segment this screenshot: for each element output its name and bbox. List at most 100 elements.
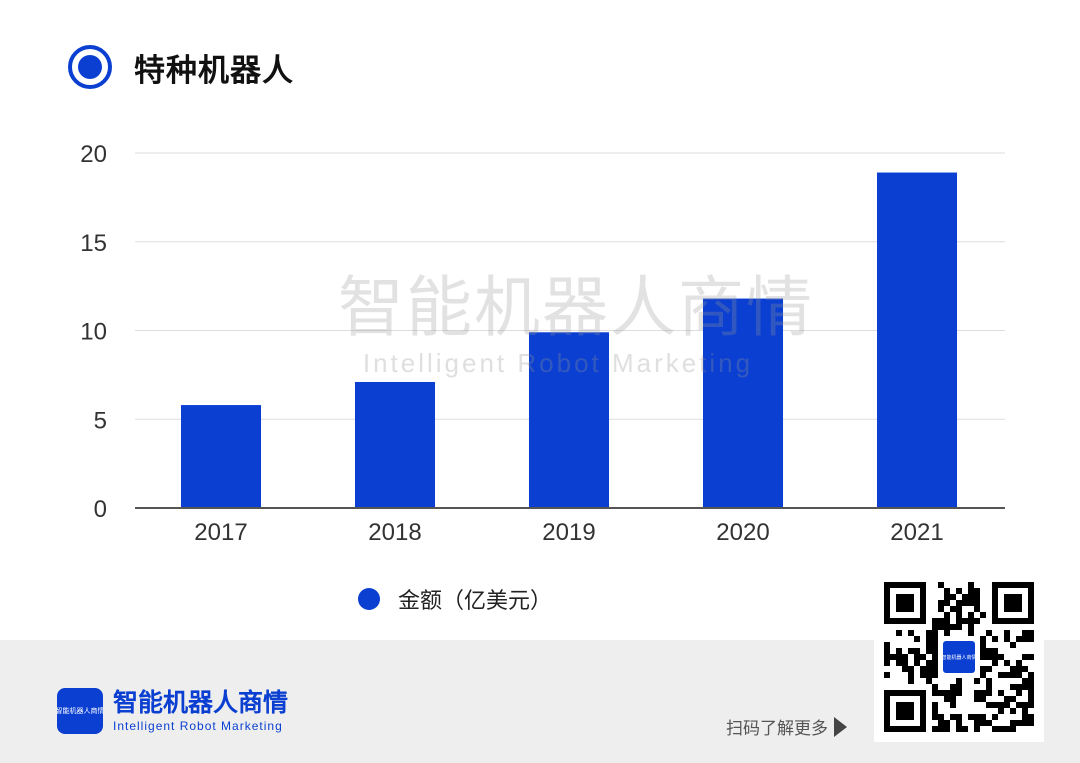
qr-module: [908, 672, 914, 678]
qr-module: [956, 720, 962, 726]
qr-module: [1016, 666, 1022, 672]
qr-module: [998, 702, 1004, 708]
qr-finder: [920, 582, 926, 624]
qr-module: [1028, 696, 1034, 702]
qr-module: [926, 672, 932, 678]
qr-module: [1004, 696, 1010, 702]
qr-module: [980, 690, 986, 696]
qr-module: [980, 666, 986, 672]
qr-module: [1028, 690, 1034, 696]
qr-module: [968, 624, 974, 630]
qr-module: [998, 726, 1004, 732]
bar: [180, 405, 262, 508]
qr-module: [896, 648, 902, 654]
qr-module: [944, 588, 950, 594]
qr-module: [1010, 684, 1016, 690]
qr-module: [932, 636, 938, 642]
qr-module: [896, 630, 902, 636]
qr-module: [974, 726, 980, 732]
qr-module: [974, 720, 980, 726]
y-tick-label: 0: [94, 496, 107, 523]
qr-finder: [896, 594, 914, 612]
brand-logo: 智能机器人商情: [57, 688, 103, 734]
qr-module: [986, 720, 992, 726]
qr-module: [992, 654, 998, 660]
qr-module: [932, 630, 938, 636]
title-row: 特种机器人: [68, 44, 294, 90]
qr-module: [1028, 678, 1034, 684]
qr-module: [932, 666, 938, 672]
y-tick-label: 10: [80, 319, 107, 346]
qr-module: [914, 636, 920, 642]
qr-module: [1028, 684, 1034, 690]
qr-module: [980, 720, 986, 726]
qr-module: [980, 654, 986, 660]
qr-finder: [920, 690, 926, 732]
qr-module: [932, 648, 938, 654]
qr-module: [950, 606, 956, 612]
qr-module: [980, 714, 986, 720]
chart-legend: 金额（亿美元）: [0, 583, 910, 615]
qr-module: [956, 714, 962, 720]
qr-module: [944, 594, 950, 600]
qr-module: [1028, 672, 1034, 678]
qr-module: [956, 726, 962, 732]
qr-code-icon[interactable]: 智能机器人商情: [874, 576, 1044, 742]
qr-module: [986, 684, 992, 690]
qr-module: [992, 714, 998, 720]
qr-module: [932, 642, 938, 648]
qr-module: [926, 630, 932, 636]
qr-module: [1004, 726, 1010, 732]
qr-module: [902, 666, 908, 672]
qr-module: [932, 684, 938, 690]
qr-module: [1004, 660, 1010, 666]
scan-text: 扫码了解更多: [726, 719, 828, 739]
qr-module: [974, 690, 980, 696]
qr-module: [938, 582, 944, 588]
y-tick-label: 20: [80, 141, 107, 168]
qr-module: [884, 672, 890, 678]
qr-module: [884, 642, 890, 648]
qr-module: [1028, 720, 1034, 726]
qr-module: [998, 672, 1004, 678]
qr-module: [956, 618, 962, 624]
y-tick-label: 5: [94, 407, 107, 434]
qr-module: [998, 690, 1004, 696]
x-tick-label: 2018: [368, 519, 421, 546]
qr-module: [890, 654, 896, 660]
qr-module: [974, 678, 980, 684]
qr-module: [956, 624, 962, 630]
qr-code-pattern: [884, 582, 1034, 732]
qr-module: [1028, 630, 1034, 636]
qr-module: [956, 600, 962, 606]
qr-module: [950, 714, 956, 720]
qr-module: [968, 612, 974, 618]
qr-module: [1016, 660, 1022, 666]
qr-module: [950, 684, 956, 690]
qr-module: [1022, 720, 1028, 726]
qr-module: [956, 612, 962, 618]
qr-finder: [884, 582, 926, 588]
qr-module: [944, 720, 950, 726]
qr-module: [938, 600, 944, 606]
qr-module: [992, 636, 998, 642]
brand[interactable]: 智能机器人商情 智能机器人商情 Intelligent Robot Market…: [57, 688, 288, 734]
qr-module: [932, 726, 938, 732]
qr-module: [968, 594, 974, 600]
qr-module: [974, 714, 980, 720]
qr-module: [992, 648, 998, 654]
brand-text: 智能机器人商情 Intelligent Robot Marketing: [113, 689, 288, 734]
qr-module: [950, 696, 956, 702]
qr-module: [926, 636, 932, 642]
qr-module: [938, 720, 944, 726]
qr-finder: [992, 582, 998, 624]
qr-module: [986, 648, 992, 654]
legend-marker: [357, 588, 380, 610]
qr-module: [986, 678, 992, 684]
qr-module: [950, 624, 956, 630]
qr-module: [986, 654, 992, 660]
scan-prompt[interactable]: 扫码了解更多: [726, 714, 847, 739]
qr-module: [914, 660, 920, 666]
qr-module: [1004, 636, 1010, 642]
target-icon: [68, 45, 112, 89]
